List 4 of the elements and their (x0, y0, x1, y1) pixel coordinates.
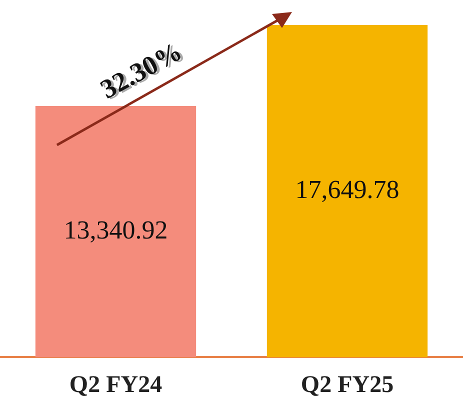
x-tick-label: Q2 FY24 (69, 372, 162, 398)
data-label: 13,340.92 (64, 216, 168, 245)
x-tick-label: Q2 FY25 (300, 372, 394, 398)
data-label: 17,649.78 (295, 175, 400, 204)
